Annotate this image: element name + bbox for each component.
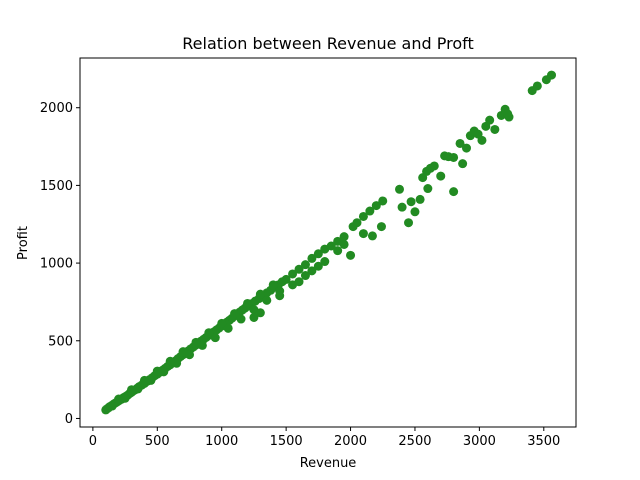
x-tick-label-4: 2000 [334, 434, 367, 449]
data-point-80 [210, 333, 220, 343]
data-point-107 [320, 257, 330, 267]
data-point-132 [404, 218, 414, 228]
data-point-109 [294, 264, 304, 274]
data-point-103 [294, 277, 304, 287]
y-axis-label: Profit [16, 226, 31, 260]
data-point-95 [230, 309, 240, 319]
data-point-151 [477, 135, 487, 145]
data-point-90 [165, 356, 175, 366]
data-point-105 [307, 266, 317, 276]
data-point-122 [358, 211, 368, 221]
y-tick-label-0: 0 [65, 412, 73, 427]
data-point-143 [449, 152, 459, 162]
x-tick-label-5: 2500 [398, 434, 431, 449]
data-point-100 [255, 308, 265, 318]
data-point-117 [346, 250, 356, 260]
data-point-145 [455, 138, 465, 148]
data-point-160 [532, 81, 542, 91]
data-point-96 [242, 298, 252, 308]
x-tick-label-3: 1500 [270, 434, 303, 449]
x-tick-label-1: 500 [145, 434, 170, 449]
data-point-91 [178, 347, 188, 357]
data-point-81 [223, 323, 233, 333]
data-point-110 [300, 260, 310, 270]
data-point-92 [191, 337, 201, 347]
data-point-84 [262, 295, 272, 305]
data-point-131 [406, 197, 416, 207]
data-point-124 [371, 201, 381, 211]
data-point-118 [333, 246, 343, 256]
data-point-139 [423, 184, 433, 194]
x-tick-label-0: 0 [89, 434, 97, 449]
data-point-162 [547, 70, 557, 80]
data-point-158 [504, 112, 514, 122]
data-point-87 [127, 385, 137, 395]
data-point-104 [300, 271, 310, 281]
data-point-144 [449, 187, 459, 197]
ticks-layer: 0 500 1000 1500 2000 2500 3000 3500 0 500 1000 1500… [40, 101, 560, 449]
data-point-154 [490, 124, 500, 134]
data-point-125 [378, 196, 388, 206]
data-point-101 [275, 291, 285, 301]
data-point-112 [313, 249, 323, 259]
data-point-82 [236, 314, 246, 324]
data-point-121 [352, 218, 362, 228]
data-point-99 [249, 312, 259, 322]
data-point-94 [217, 318, 227, 328]
data-point-116 [339, 232, 349, 242]
x-tick-label-7: 3500 [527, 434, 560, 449]
plot-frame [79, 57, 577, 428]
y-tick-label-4: 2000 [40, 101, 73, 116]
data-point-93 [204, 328, 214, 338]
data-point-133 [410, 207, 420, 217]
data-point-127 [367, 231, 377, 241]
data-point-140 [436, 171, 446, 181]
data-point-138 [429, 161, 439, 171]
y-tick-label-2: 1000 [40, 257, 73, 272]
data-point-97 [255, 289, 265, 299]
y-tick-label-3: 1500 [40, 179, 73, 194]
x-axis-label: Revenue [300, 456, 357, 471]
data-point-108 [288, 269, 298, 279]
data-point-86 [114, 394, 124, 404]
data-point-119 [339, 239, 349, 249]
data-point-72 [107, 401, 117, 411]
data-point-128 [376, 222, 386, 232]
data-point-111 [307, 253, 317, 263]
data-point-123 [365, 206, 375, 216]
data-point-146 [458, 159, 468, 169]
data-point-114 [326, 241, 336, 251]
data-point-98 [268, 280, 278, 290]
data-point-134 [415, 194, 425, 204]
data-point-89 [152, 366, 162, 376]
x-tick-label-2: 1000 [205, 434, 238, 449]
data-point-88 [139, 375, 149, 385]
data-point-71 [281, 274, 291, 284]
points-layer [101, 70, 557, 415]
data-point-75 [146, 375, 156, 385]
data-point-106 [313, 261, 323, 271]
data-point-153 [485, 115, 495, 125]
data-point-130 [397, 202, 407, 212]
x-tick-label-6: 3000 [463, 434, 496, 449]
data-point-129 [395, 184, 404, 194]
data-point-147 [461, 143, 471, 153]
data-point-126 [358, 229, 368, 239]
chart-title: Relation between Revenue and Proft [182, 34, 473, 53]
y-tick-label-1: 500 [48, 334, 73, 349]
